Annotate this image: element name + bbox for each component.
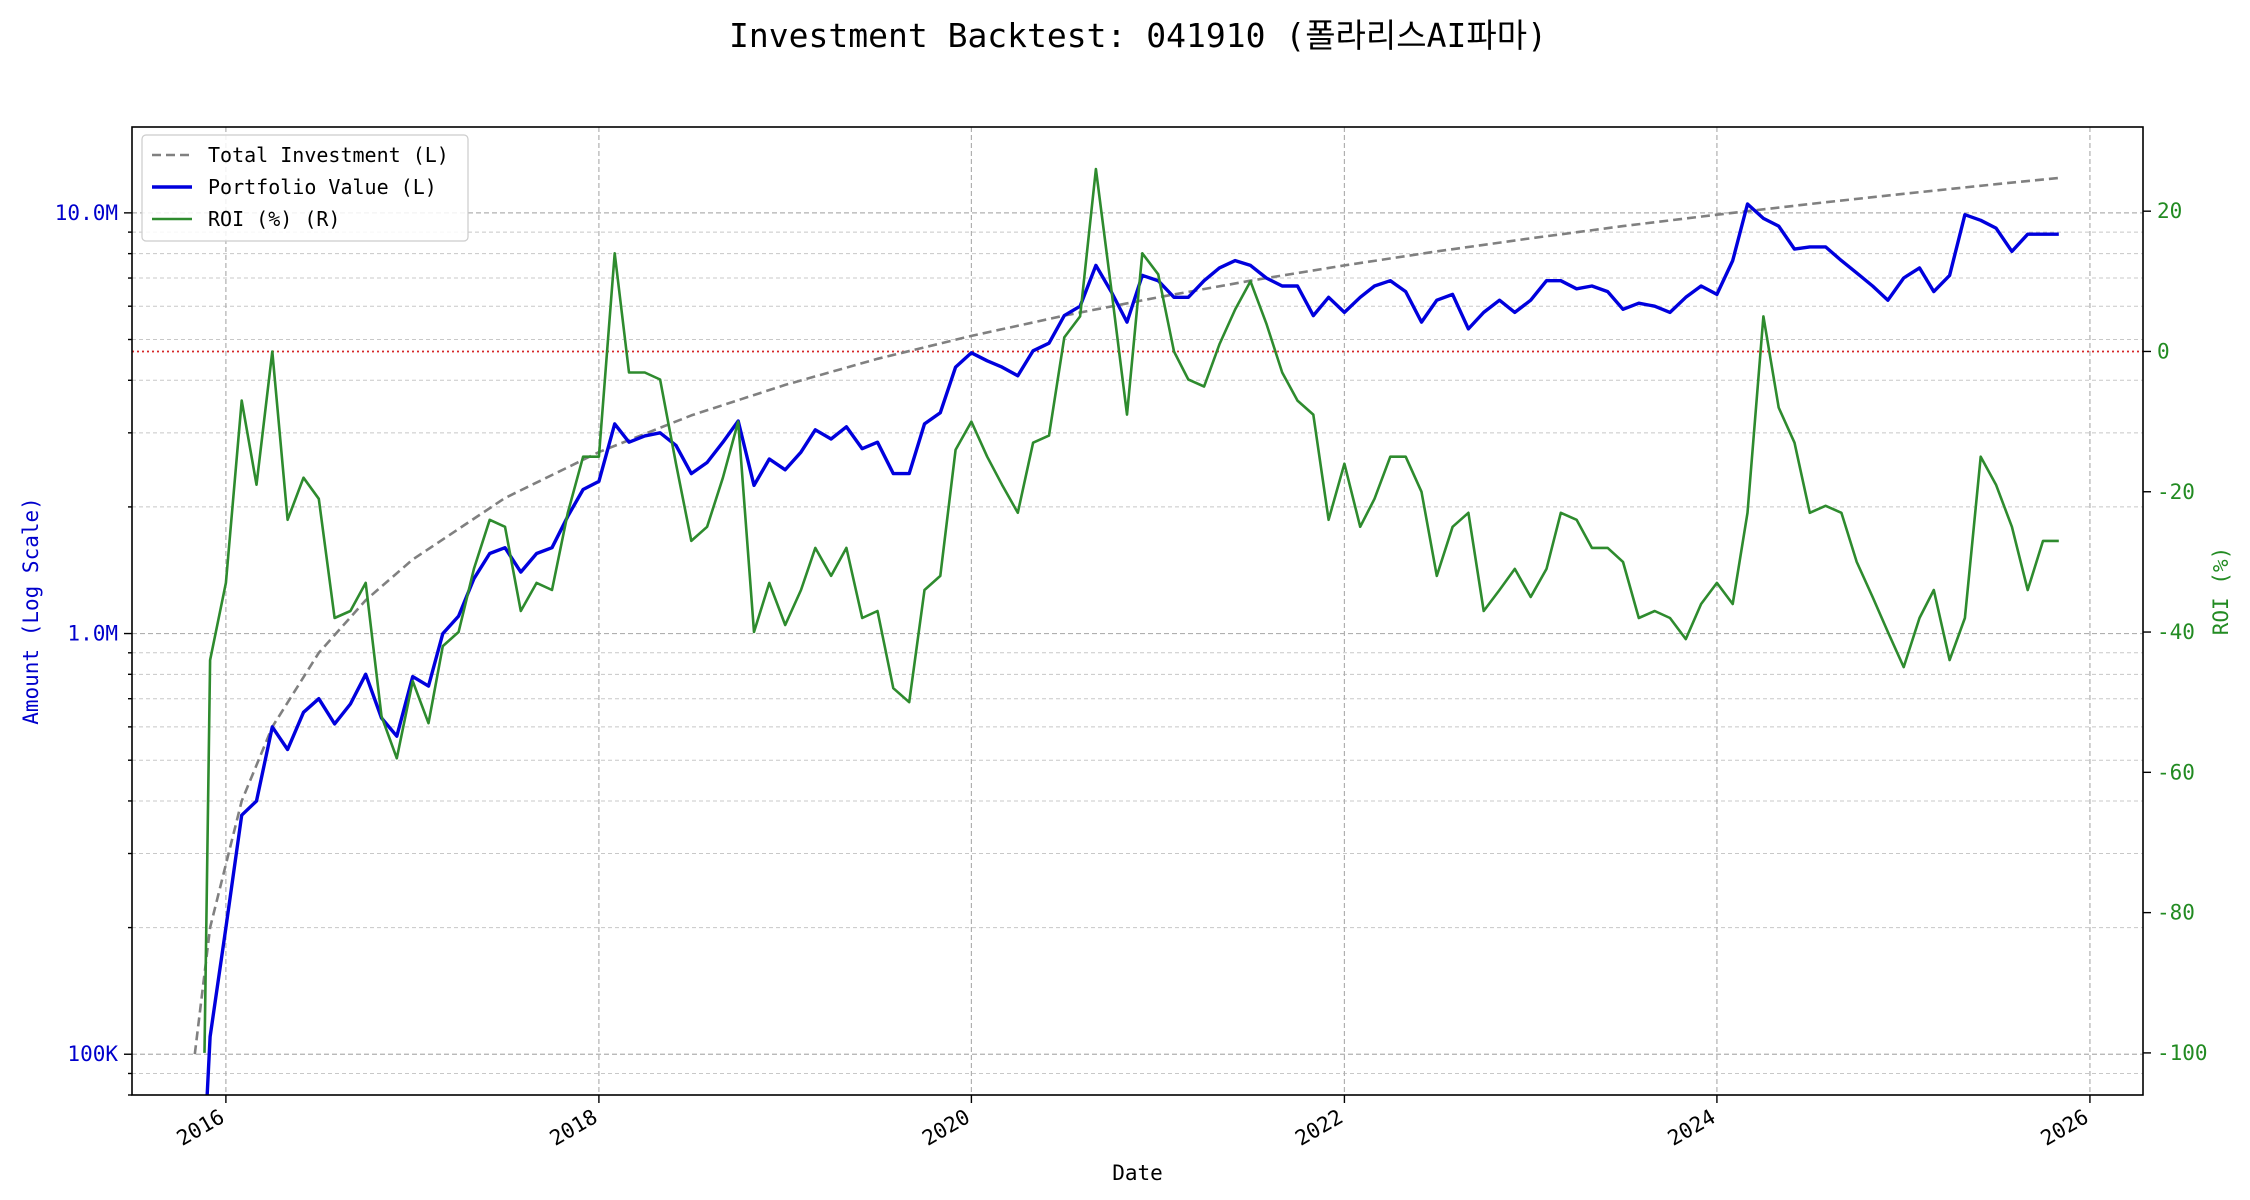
x-tick-label: 2022	[1291, 1105, 1347, 1151]
right-tick-label: -80	[2157, 901, 2195, 925]
right-tick-label: -20	[2157, 480, 2195, 504]
right-tick-label: 20	[2157, 199, 2182, 223]
x-tick-label: 2018	[546, 1105, 602, 1151]
legend-label: Portfolio Value (L)	[208, 175, 437, 199]
x-axis: 2016 2018 2020 2022 2024 2026	[173, 1095, 2093, 1151]
left-tick-label: 10.0M	[55, 201, 118, 225]
series-layer	[193, 167, 2059, 1095]
legend: Total Investment (L) Portfolio Value (L) R…	[141, 134, 469, 242]
right-tick-label: -60	[2157, 760, 2195, 784]
legend-label: ROI (%) (R)	[208, 207, 340, 231]
left-axis: 100K 1.0M 10.0M	[55, 201, 132, 1096]
legend-box	[141, 134, 469, 242]
grid-layer	[132, 127, 2143, 1096]
y-axis-right-label: ROI (%)	[2209, 547, 2233, 636]
left-tick-label: 100K	[67, 1042, 118, 1066]
left-tick-label: 1.0M	[67, 622, 118, 646]
roi-line	[203, 167, 2059, 1053]
total-investment-line	[193, 176, 2059, 1055]
legend-label: Total Investment (L)	[208, 143, 449, 167]
x-tick-label: 2024	[1664, 1105, 1720, 1151]
portfolio-value-line	[205, 202, 2059, 1095]
right-axis: -100 -80 -60 -40 -20 0 20	[2143, 199, 2208, 1065]
chart-title: Investment Backtest: 041910 (폴라리스AI파마)	[729, 16, 1547, 55]
right-tick-label: 0	[2157, 339, 2170, 363]
x-axis-label: Date	[1112, 1161, 1163, 1185]
x-tick-label: 2016	[173, 1105, 229, 1151]
x-tick-label: 2026	[2037, 1105, 2093, 1151]
y-axis-left-label: Amount (Log Scale)	[19, 497, 43, 725]
x-tick-label: 2020	[918, 1105, 974, 1151]
plot-frame	[131, 126, 2144, 1096]
right-tick-label: -40	[2157, 620, 2195, 644]
right-tick-label: -100	[2157, 1041, 2208, 1065]
